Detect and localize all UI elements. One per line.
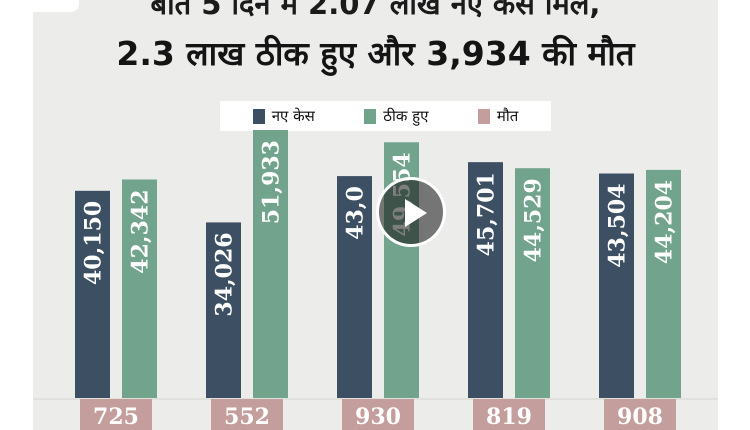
bar-deaths-4 (473, 399, 545, 430)
label-new-cases-4: 45,701 (474, 172, 500, 256)
legend-swatch-recovered (364, 108, 377, 124)
label-recovered-1: 42,342 (128, 189, 154, 273)
legend-item-deaths: मौत (477, 106, 519, 126)
label-recovered-5: 44,204 (652, 180, 678, 264)
legend-item-recovered: ठीक हुए (364, 106, 428, 126)
bar-recovered-2 (253, 130, 288, 398)
bar-new-cases-3 (337, 176, 372, 398)
legend-label-new-cases: नए केस (271, 107, 315, 125)
label-new-cases-2: 34,026 (212, 232, 238, 316)
bar-new-cases-2 (206, 222, 241, 398)
label-deaths-5: 908 (617, 404, 663, 430)
video-play-button[interactable] (376, 177, 446, 247)
bar-deaths-1 (80, 399, 152, 430)
bar-recovered-4 (515, 168, 550, 398)
header-badge (33, 0, 79, 12)
bar-deaths-3 (342, 399, 414, 430)
bar-recovered-5 (646, 169, 681, 398)
bar-recovered-1 (122, 179, 157, 398)
bar-new-cases-4 (468, 162, 503, 398)
label-recovered-4: 44,529 (521, 178, 547, 262)
headline-line-1: बीते 5 दिन में 2.07 लाख नए केस मिले, (150, 0, 601, 21)
play-icon (405, 199, 427, 227)
chart-legend: नए केस ठीक हुए मौत (220, 101, 551, 131)
label-deaths-4: 819 (486, 404, 532, 430)
label-new-cases-1: 40,150 (81, 201, 107, 285)
chart-card: बीते 5 दिन में 2.07 लाख नए केस मिले, 2.3… (33, 0, 718, 430)
label-deaths-1: 725 (93, 404, 139, 430)
bar-deaths-5 (604, 399, 676, 430)
bar-chart: 40,15042,34272534,02651,93355243,049,554… (33, 130, 718, 430)
label-deaths-3: 930 (355, 404, 401, 430)
legend-label-recovered: ठीक हुए (383, 107, 429, 125)
legend-swatch-new-cases (252, 108, 265, 124)
label-new-cases-3: 43,0 (343, 186, 369, 240)
label-new-cases-5: 43,504 (605, 183, 631, 267)
label-recovered-2: 51,933 (259, 140, 285, 224)
legend-swatch-deaths (477, 108, 490, 124)
legend-label-deaths: मौत (496, 107, 519, 125)
bar-new-cases-1 (75, 190, 110, 398)
label-deaths-2: 552 (224, 404, 270, 430)
legend-item-new-cases: नए केस (252, 106, 315, 126)
bar-new-cases-5 (599, 173, 634, 398)
bar-deaths-2 (211, 399, 283, 430)
headline-line-2: 2.3 लाख ठीक हुए और 3,934 की मौत (116, 34, 635, 73)
